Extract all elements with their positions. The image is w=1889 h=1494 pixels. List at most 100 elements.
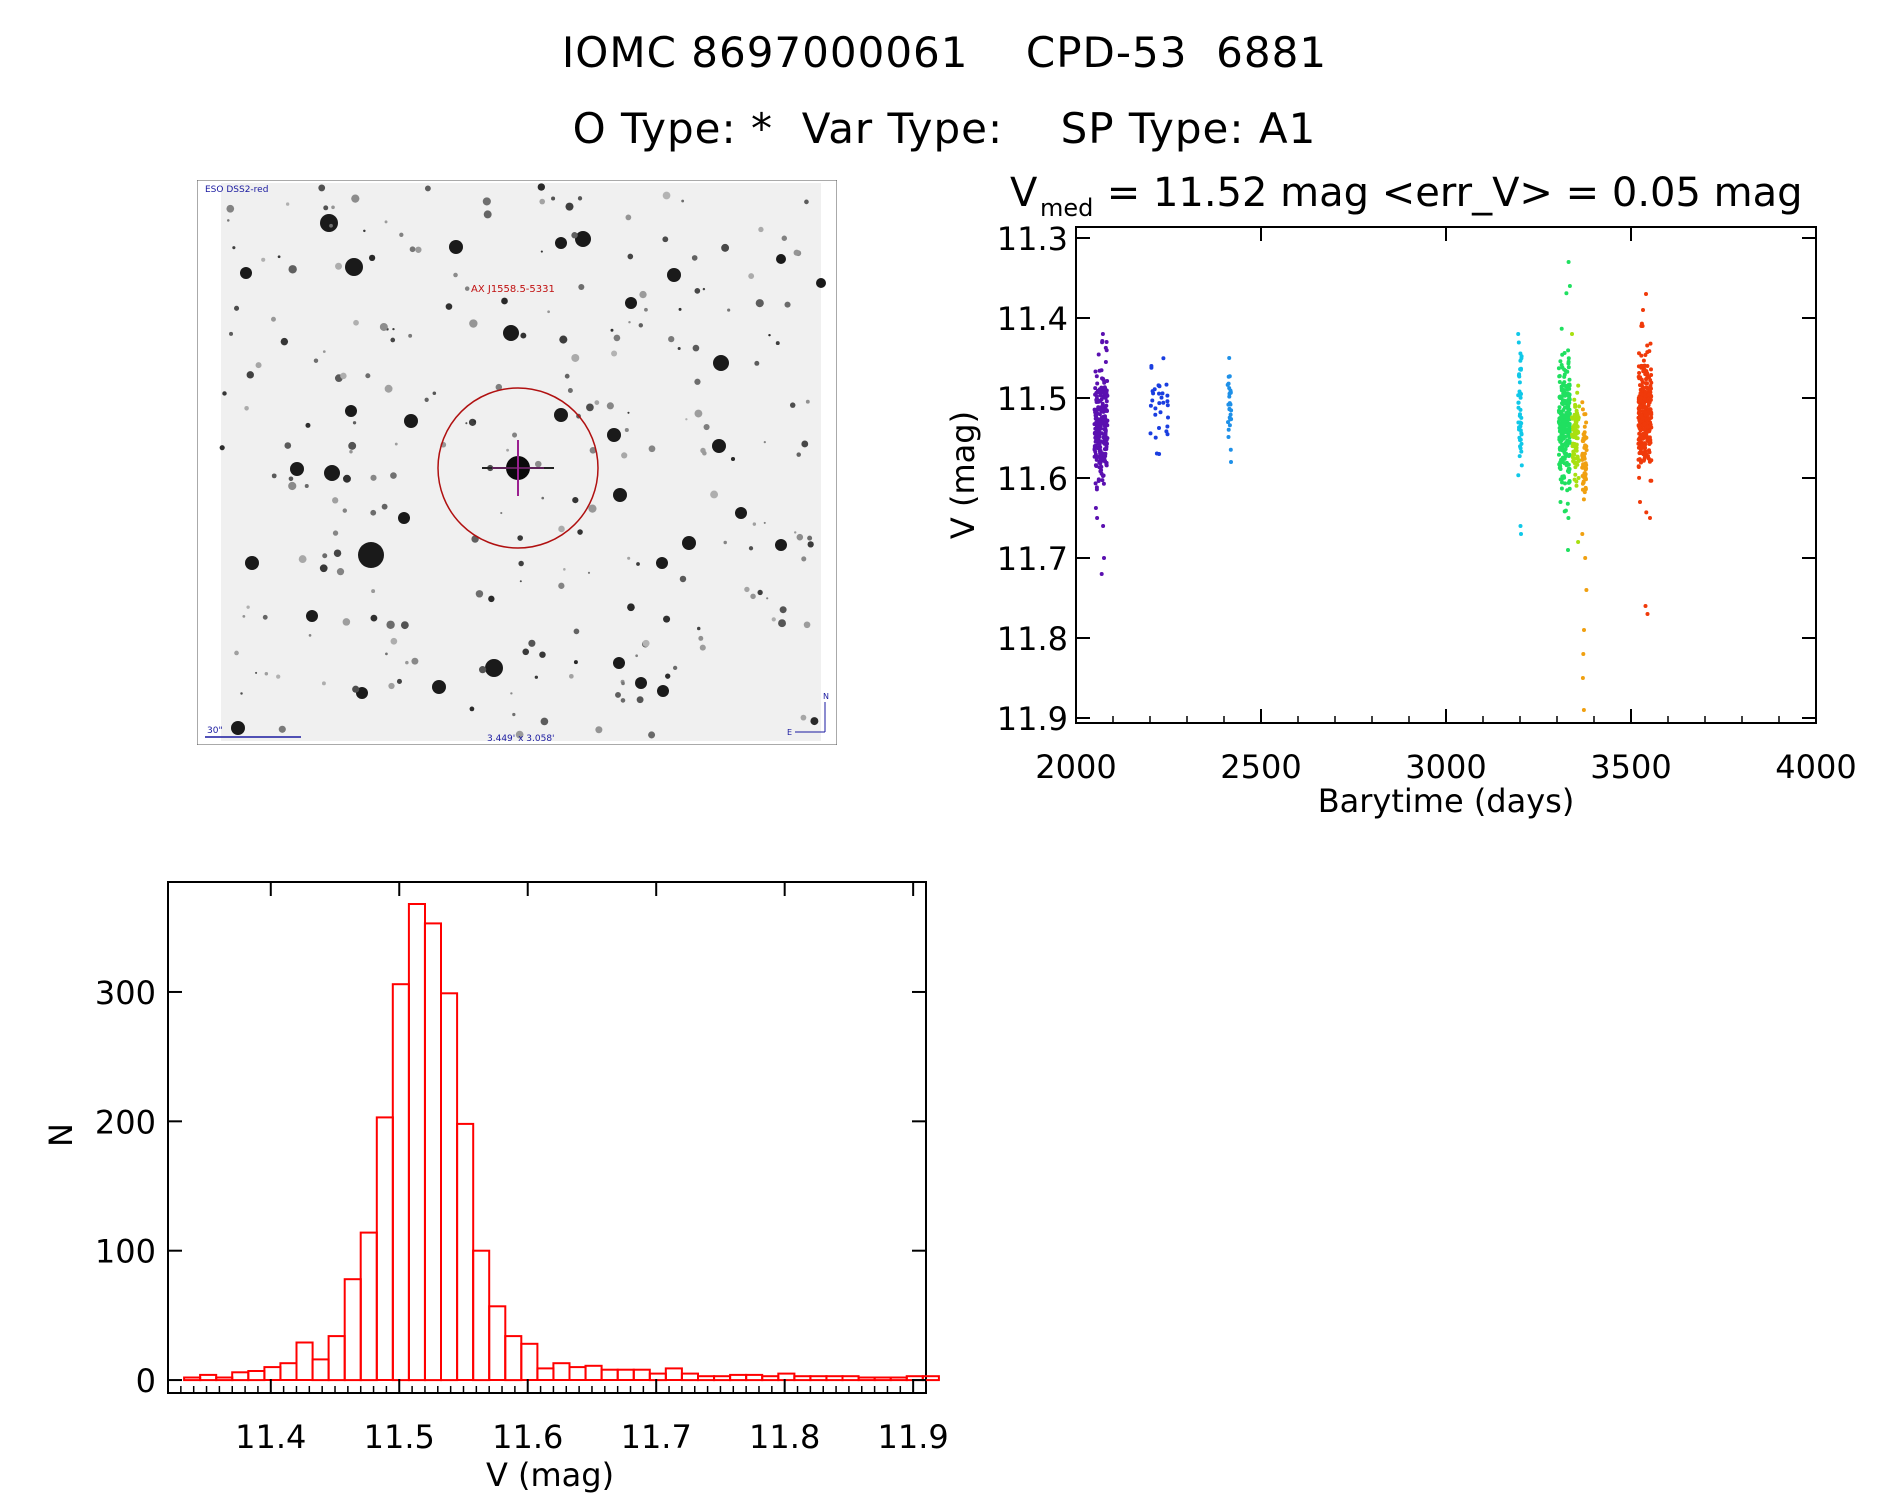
light-curve-point [1642,397,1647,402]
light-curve-point [1573,428,1578,433]
light-curve-point [1641,412,1646,417]
light-curve-point [1570,432,1574,437]
light-curve-point [1645,438,1650,443]
light-curve-point [1647,409,1652,413]
light-curve-point [1098,445,1103,450]
light-curve-point [1105,393,1110,398]
light-curve-point [1637,400,1642,405]
light-curve-point [1644,428,1649,433]
star-faint [351,194,360,203]
star-faint [627,603,635,612]
star-faint [445,303,453,310]
light-curve-point [1519,463,1524,468]
histogram-bar [456,1122,475,1382]
star-faint [333,549,342,557]
light-curve-point [1228,402,1233,407]
light-curve-point [1643,604,1648,608]
light-curve-point [1567,382,1572,387]
light-curve-point [1566,359,1571,364]
light-curve-point [1638,383,1642,388]
light-curve-point [1157,452,1162,456]
light-curve-point [1097,448,1102,453]
star-faint [771,617,776,622]
light-curve-point [1646,454,1650,459]
light-curve-point [1093,426,1098,431]
light-curve-point [1584,444,1589,449]
light-curve-point [1582,436,1587,441]
histogram-bar [745,1373,764,1382]
star-faint [665,673,671,679]
light-curve-point [1565,469,1570,473]
light-curve-point [1095,428,1100,433]
light-curve-point [1639,391,1644,396]
light-curve-point [1093,369,1098,374]
chart-subtitle: O Type: * Var Type: SP Type: A1 [572,104,1317,153]
light-curve-point [1584,435,1589,440]
light-curve-point [1558,477,1563,482]
light-curve-point [1638,420,1643,425]
light-curve-point [1582,451,1587,456]
light-curve-point [1560,456,1565,461]
light-curve-point [1565,438,1570,443]
star-bright [231,721,245,735]
light-curve-point [1559,386,1564,391]
light-curve-point [1557,420,1561,425]
light-curve-point [1643,419,1648,424]
star-bright [657,685,669,697]
light-curve-point [1566,402,1571,407]
light-curve-point [1641,308,1645,312]
light-curve-point [1228,417,1233,422]
light-curve-point [1096,420,1101,425]
star-faint [702,450,707,456]
star-faint [710,490,719,499]
light-curve-point [1094,397,1099,402]
light-curve-point [1644,406,1649,411]
light-curve-point [1558,394,1563,399]
star-faint [804,199,809,205]
star-faint [304,484,309,489]
light-curve-point [1556,419,1561,424]
light-curve-point [1519,441,1524,446]
light-curve-point [1095,411,1100,416]
light-curve-point [1093,386,1098,391]
star-faint [348,441,357,450]
light-curve-point [1518,446,1523,451]
star-faint [796,533,804,541]
light-curve-point [1103,431,1108,436]
light-curve-point [1558,500,1563,504]
light-curve-point [1567,417,1572,422]
star-faint [518,560,524,567]
star-faint [572,496,579,504]
light-curve-point [1092,446,1097,451]
light-curve-point [1646,389,1651,394]
light-curve-point [1573,429,1578,434]
star-faint [573,660,578,665]
light-curve-point [1558,359,1563,364]
light-curve-point [1637,424,1642,429]
light-curve-point [1517,392,1522,397]
light-curve-point [1649,425,1654,430]
light-curve-point [1566,408,1571,413]
light-curve-point [1643,353,1648,357]
light-curve-point [1101,409,1106,414]
light-curve-point [1640,392,1644,397]
star-faint [589,447,597,454]
light-curve-xlabel: Barytime (days) [1318,782,1575,820]
light-curve-point [1580,532,1585,536]
survey-label: ESO DSS2-red [205,185,268,195]
light-curve-point [1565,418,1570,423]
light-curve-point [1563,447,1568,452]
light-curve-point [1105,418,1110,423]
light-curve-point [1564,440,1569,445]
star-faint [662,236,669,243]
light-curve-point [1644,419,1649,424]
star-faint [408,333,413,338]
histogram-bar [777,1372,796,1382]
light-curve-point [1644,422,1649,427]
light-curve-point [1639,421,1644,425]
star-faint [568,673,574,679]
light-curve-point [1095,422,1100,427]
light-curve-point [1560,442,1565,447]
light-curve-point [1094,420,1099,425]
light-curve-point [1227,394,1232,399]
